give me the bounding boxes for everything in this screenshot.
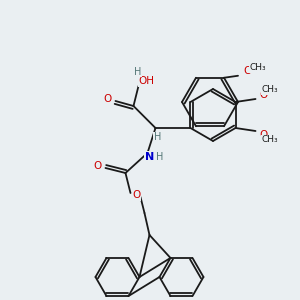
Text: O: O <box>93 161 102 171</box>
Text: OH: OH <box>139 76 154 86</box>
Text: N: N <box>145 152 154 162</box>
Text: CH₃: CH₃ <box>261 136 278 145</box>
Text: H: H <box>156 152 163 162</box>
Text: H: H <box>134 67 141 77</box>
Text: O: O <box>132 190 141 200</box>
Text: O: O <box>260 130 268 140</box>
Text: CH₃: CH₃ <box>250 63 266 72</box>
Text: O: O <box>260 90 268 100</box>
Text: O: O <box>244 66 252 76</box>
Text: O: O <box>103 94 112 104</box>
Text: CH₃: CH₃ <box>261 85 278 94</box>
Text: H: H <box>154 132 161 142</box>
